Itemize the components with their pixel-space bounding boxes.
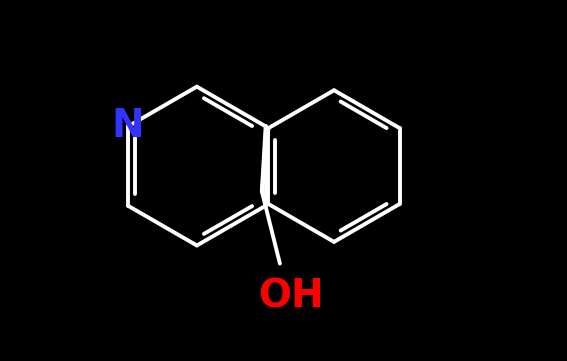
Text: OH: OH	[258, 277, 324, 315]
Text: N: N	[112, 107, 145, 145]
